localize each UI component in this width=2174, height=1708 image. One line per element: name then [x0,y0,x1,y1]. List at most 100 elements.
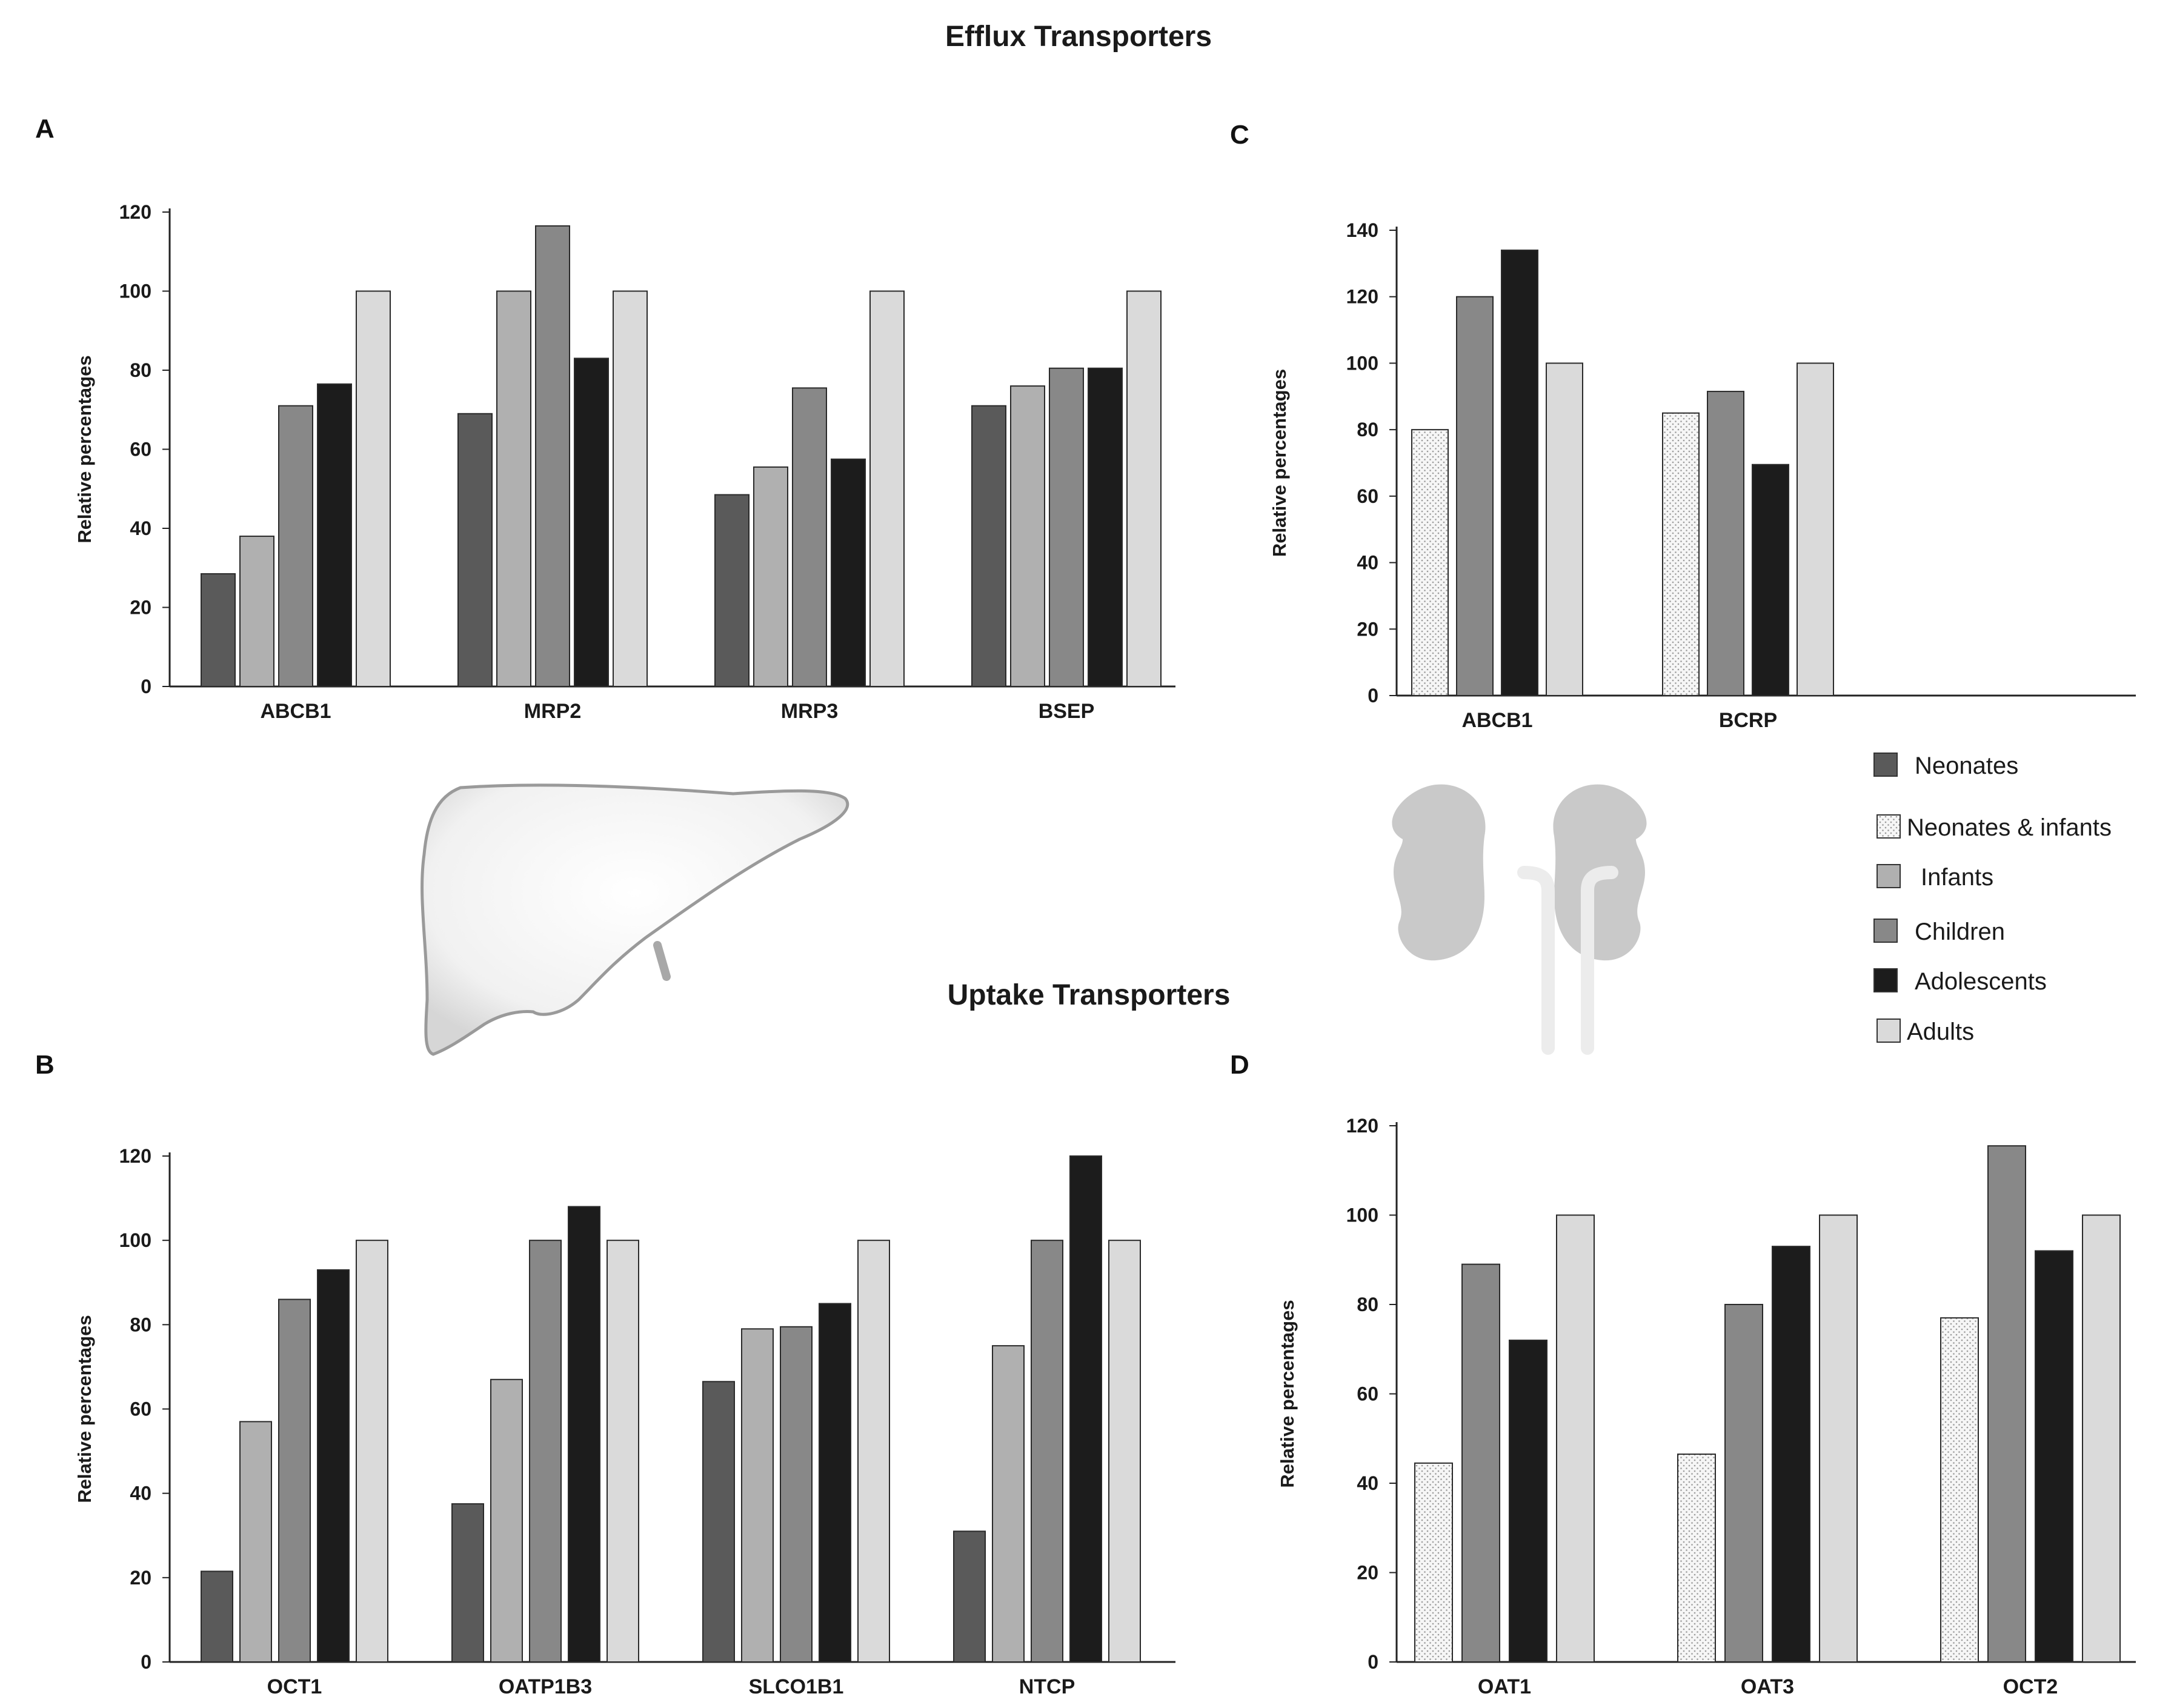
bar-b-oct1-adolescents [317,1269,350,1663]
bar-a-bsep-adolescents [1088,367,1123,687]
y-tick-label-a: 100 [119,281,151,302]
bar-b-oct1-adults [356,1240,388,1663]
x-category-label-a: ABCB1 [260,700,331,723]
uptake-title: Uptake Transporters [948,979,1231,1011]
bar-a-mrp2-adolescents [574,357,609,687]
bar-d-oat1-adolescents [1509,1340,1547,1663]
y-tick-label-b: 20 [130,1567,151,1589]
panel-letter-a: A [35,114,55,144]
panel-letter-b: B [35,1050,55,1080]
bar-d-oat3-adults [1819,1214,1858,1663]
y-axis-title-b: Relative percentages [74,1315,95,1503]
y-tick-label-b: 40 [130,1483,151,1504]
y-tick-label-c: 120 [1346,286,1378,308]
panel-letter-c: C [1230,120,1249,150]
bar-a-abcb1-children [278,405,313,687]
bar-d-oat1-children [1461,1263,1500,1663]
bar-d-oat3-neonates-and-infants [1677,1454,1716,1663]
bar-d-oct2-adolescents [2035,1250,2073,1663]
y-tick-label-b: 60 [130,1398,151,1420]
y-axis-title-c: Relative percentages [1269,369,1290,557]
y-tick-label-d: 20 [1357,1562,1378,1584]
x-category-label-a: MRP2 [524,700,581,723]
bar-b-oatp1b3-neonates [451,1503,484,1663]
bar-a-mrp2-children [535,225,570,687]
bar-d-oat3-adolescents [1772,1246,1810,1663]
chart-panel-c: 0 20 40 60 80 100 120 140 Relative percentages AB… [1269,219,2136,732]
bar-d-oct2-neonates-and-infants [1940,1317,1979,1663]
legend-label-neonates-and-infants: Neonates & infants [1907,814,2112,841]
bar-b-ntcp-adults [1108,1240,1141,1663]
bar-a-mrp3-adults [869,290,905,687]
bar-a-mrp3-children [792,387,827,687]
efflux-title: Efflux Transporters [945,21,1212,53]
x-category-label-a: BSEP [1039,700,1095,723]
bar-a-bsep-neonates [971,405,1006,687]
x-category-label-c: ABCB1 [1461,709,1532,732]
y-tick-label-c: 80 [1357,419,1378,440]
y-tick-label-d: 40 [1357,1472,1378,1494]
bar-a-bsep-infants [1010,385,1045,687]
y-tick-label-c: 40 [1357,552,1378,574]
bar-a-mrp3-adolescents [831,458,866,687]
bar-b-oatp1b3-children [529,1240,562,1663]
bar-b-slco1b1-adults [857,1240,890,1663]
bar-a-mrp2-neonates [457,413,493,688]
y-axis-title-d: Relative percentages [1277,1300,1298,1487]
y-tick-label-a: 120 [119,201,151,223]
legend-label-adults: Adults [1907,1018,1974,1045]
y-tick-label-d: 60 [1357,1383,1378,1405]
bar-b-slco1b1-adolescents [819,1303,851,1663]
bar-a-abcb1-adults [356,290,391,687]
legend-label-infants: Infants [1921,864,1993,891]
liver-illustration [421,783,849,1056]
y-tick-label-a: 20 [130,597,151,619]
legend-label-adolescents: Adolescents [1915,968,2047,995]
bar-a-mrp3-neonates [714,494,750,687]
bar-c-bcrp-neonates-and-infants [1662,412,1700,696]
x-category-label-b: OCT1 [267,1675,322,1698]
x-category-label-d: OCT2 [2003,1675,2058,1698]
bar-d-oct2-children [1987,1145,2026,1663]
x-category-label-b: NTCP [1019,1675,1075,1698]
bar-b-ntcp-infants [992,1345,1025,1663]
bar-b-ntcp-children [1031,1240,1063,1663]
y-tick-label-a: 40 [130,517,151,539]
bar-c-abcb1-adults [1546,362,1583,696]
bar-b-oatp1b3-adults [607,1240,639,1663]
x-category-label-c: BCRP [1719,709,1777,732]
bar-c-bcrp-adults [1797,362,1834,696]
bar-a-bsep-children [1049,367,1084,687]
bar-d-oct2-adults [2082,1214,2121,1663]
legend-label-neonates: Neonates [1915,753,2018,779]
y-tick-label-c: 100 [1346,352,1378,374]
x-category-label-b: SLCO1B1 [749,1675,844,1698]
bar-b-oatp1b3-infants [490,1378,523,1663]
legend-swatch-infants [1876,864,1901,888]
y-tick-label-c: 60 [1357,485,1378,507]
bar-b-ntcp-adolescents [1069,1155,1102,1663]
bar-a-mrp3-infants [753,466,788,687]
y-tick-label-a: 0 [141,676,151,697]
bar-c-abcb1-neonates-and-infants [1411,429,1449,697]
bar-a-mrp2-adults [613,290,648,687]
y-tick-label-c: 0 [1368,685,1378,706]
bar-d-oat3-children [1724,1304,1763,1663]
legend: Neonates Neonates & infants Infants Childre… [1873,753,2112,1045]
chart-panel-a: 0 20 40 60 80 100 120 Relative percentages ABCB1… [74,201,1175,723]
y-tick-label-b: 0 [141,1651,151,1673]
bar-b-slco1b1-neonates [702,1381,735,1663]
y-tick-label-d: 80 [1357,1294,1378,1315]
legend-swatch-children [1873,919,1898,943]
y-tick-label-a: 80 [130,359,151,381]
legend-swatch-adolescents [1873,968,1898,992]
x-category-label-b: OATP1B3 [499,1675,592,1698]
x-category-label-d: OAT1 [1478,1675,1531,1698]
bar-b-oct1-neonates [201,1570,233,1663]
legend-label-children: Children [1915,919,2005,945]
bar-c-bcrp-children [1707,391,1744,696]
bar-b-slco1b1-children [780,1326,813,1663]
y-tick-label-c: 20 [1357,618,1378,640]
bar-a-mrp2-infants [496,290,531,687]
